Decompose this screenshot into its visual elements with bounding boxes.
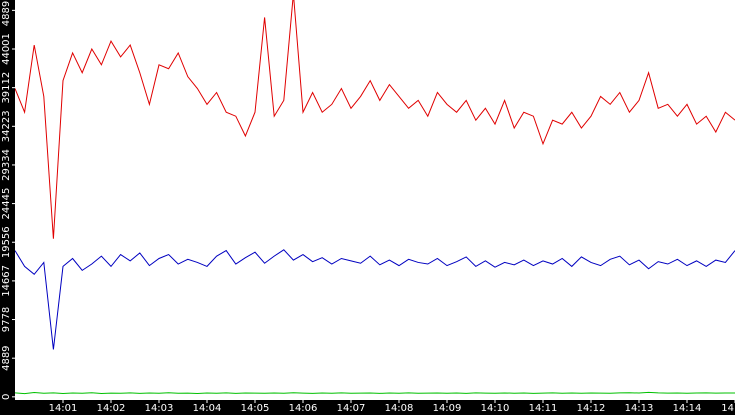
y-tick-label: 24445 <box>1 188 12 220</box>
y-tick-label: 0 <box>1 394 12 400</box>
series-line <box>15 391 735 395</box>
x-tick-label: 14:11 <box>529 403 558 414</box>
x-tick-label: 14:03 <box>145 403 174 414</box>
plot-area <box>15 0 735 400</box>
y-tick-label: 39112 <box>1 72 12 104</box>
x-tick-label: 14:04 <box>193 403 222 414</box>
series-line <box>15 249 735 350</box>
x-tick-label: 14:10 <box>481 403 510 414</box>
x-tick-label: 14:05 <box>241 403 270 414</box>
x-tick-label: 14:14 <box>673 403 702 414</box>
y-tick-label: 9778 <box>1 307 12 332</box>
x-tick-label: 14:07 <box>337 403 366 414</box>
y-tick-label: 44001 <box>1 33 12 65</box>
x-tick-label: 14:09 <box>433 403 462 414</box>
x-tick-label: 14:08 <box>385 403 414 414</box>
y-tick-label: 19556 <box>1 226 12 258</box>
y-tick-label: 29334 <box>1 149 12 181</box>
plot-lines <box>15 0 735 395</box>
x-tick-label: 14:02 <box>97 403 126 414</box>
series-line <box>15 0 735 239</box>
x-tick-label: 14:06 <box>289 403 318 414</box>
x-tick-label: 14:13 <box>625 403 654 414</box>
x-tick-label: 14:01 <box>49 403 78 414</box>
x-tick-label: 14 <box>721 403 734 414</box>
y-tick-label: 48891 <box>1 0 12 26</box>
y-tick-label: 34223 <box>1 110 12 142</box>
y-tick-label: 14667 <box>1 265 12 297</box>
y-tick-label: 4889 <box>1 345 12 370</box>
x-tick-label: 14:12 <box>577 403 606 414</box>
